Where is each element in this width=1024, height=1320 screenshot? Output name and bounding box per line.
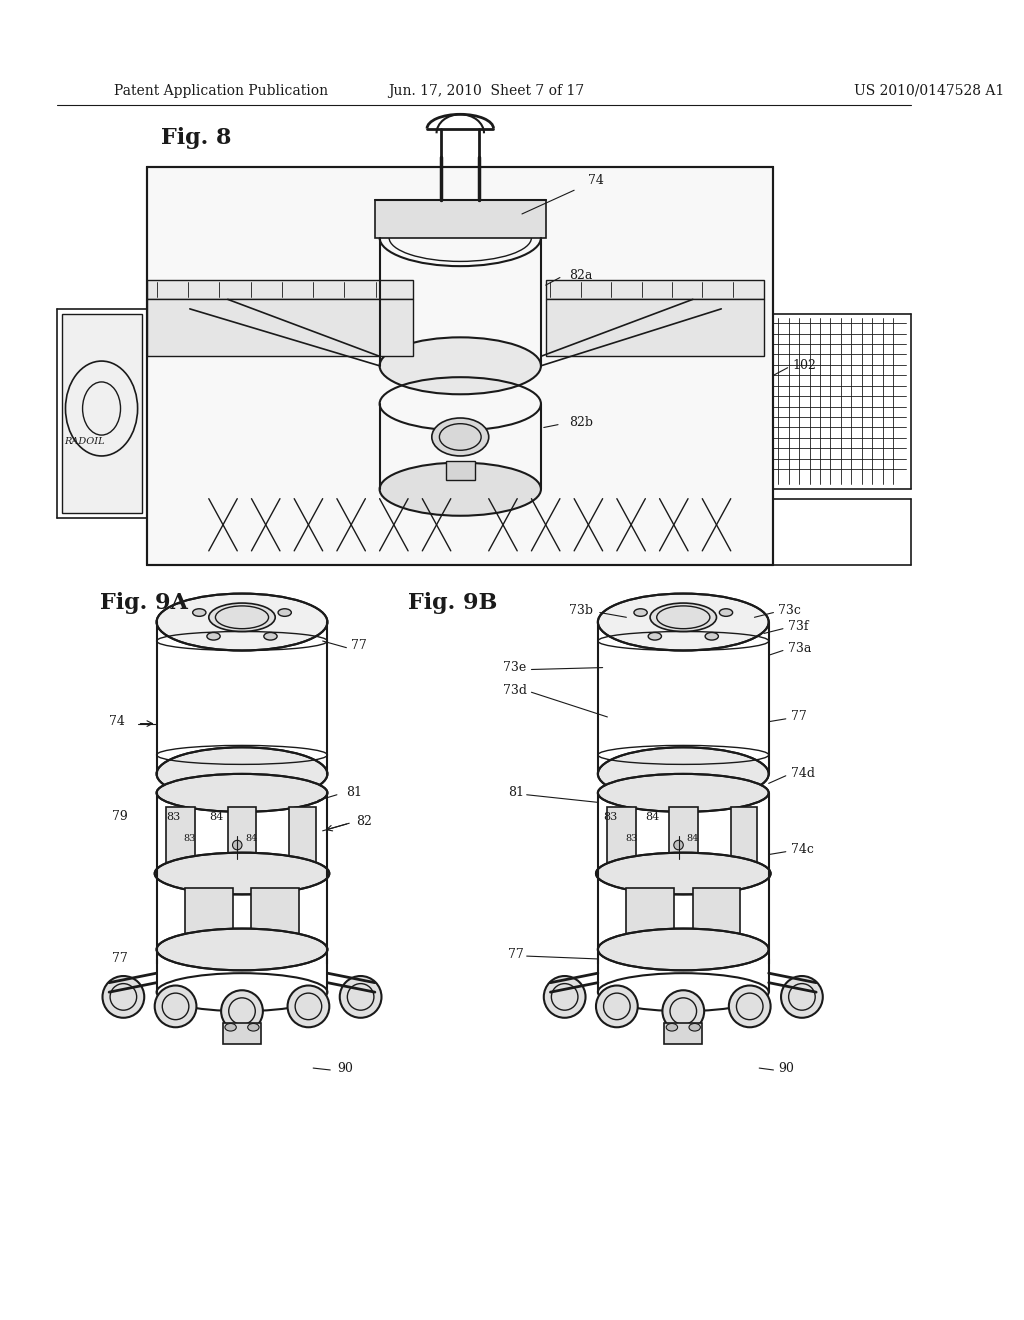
Text: 73a: 73a	[787, 642, 811, 655]
Ellipse shape	[207, 632, 220, 640]
Text: 83: 83	[625, 834, 637, 843]
Text: 74c: 74c	[791, 843, 813, 857]
Bar	[223, 1023, 261, 1044]
Ellipse shape	[598, 747, 769, 800]
Ellipse shape	[155, 853, 330, 895]
Text: 73d: 73d	[503, 684, 527, 697]
Text: 83: 83	[603, 812, 617, 821]
Bar	[627, 888, 674, 935]
Ellipse shape	[209, 603, 275, 631]
Ellipse shape	[650, 603, 717, 631]
Text: 77: 77	[351, 639, 367, 652]
Ellipse shape	[288, 986, 330, 1027]
Text: RADOIL: RADOIL	[65, 437, 105, 446]
Text: 81: 81	[346, 787, 362, 800]
Text: 84: 84	[645, 812, 659, 821]
Text: Fig. 9A: Fig. 9A	[99, 593, 187, 614]
Text: 82b: 82b	[569, 416, 594, 429]
Bar	[61, 314, 142, 513]
Ellipse shape	[264, 632, 278, 640]
Bar	[446, 461, 474, 479]
Bar	[375, 199, 546, 238]
Ellipse shape	[598, 594, 769, 651]
Text: 90: 90	[778, 1061, 794, 1074]
Bar	[546, 280, 764, 300]
Text: 84: 84	[246, 834, 258, 843]
Ellipse shape	[781, 975, 823, 1018]
Text: 82: 82	[356, 814, 372, 828]
Bar	[252, 888, 299, 935]
Ellipse shape	[232, 841, 242, 850]
Text: Jun. 17, 2010  Sheet 7 of 17: Jun. 17, 2010 Sheet 7 of 17	[388, 83, 584, 98]
Bar	[147, 280, 413, 300]
Text: 83: 83	[166, 812, 180, 821]
Text: 74: 74	[589, 174, 604, 187]
Ellipse shape	[729, 986, 771, 1027]
Text: 74: 74	[110, 715, 125, 729]
Ellipse shape	[157, 594, 328, 651]
Ellipse shape	[674, 841, 683, 850]
Text: 77: 77	[112, 953, 128, 965]
Text: 73f: 73f	[787, 620, 808, 634]
Bar	[166, 807, 195, 865]
Text: 84: 84	[209, 812, 223, 821]
Bar	[227, 807, 256, 865]
Ellipse shape	[634, 609, 647, 616]
Bar	[147, 300, 413, 356]
Ellipse shape	[706, 632, 719, 640]
Text: 81: 81	[508, 787, 523, 800]
Text: 102: 102	[793, 359, 816, 372]
Ellipse shape	[663, 990, 705, 1032]
Ellipse shape	[157, 774, 328, 812]
Ellipse shape	[225, 1023, 237, 1031]
Ellipse shape	[596, 986, 638, 1027]
Text: 73e: 73e	[503, 661, 526, 675]
Ellipse shape	[340, 975, 382, 1018]
Ellipse shape	[279, 609, 292, 616]
Ellipse shape	[648, 632, 662, 640]
Ellipse shape	[598, 928, 769, 970]
Bar	[731, 807, 758, 865]
Ellipse shape	[221, 990, 263, 1032]
Ellipse shape	[155, 986, 197, 1027]
Text: Fig. 8: Fig. 8	[162, 127, 231, 149]
Ellipse shape	[432, 418, 488, 455]
Text: 73b: 73b	[569, 605, 594, 618]
Ellipse shape	[596, 853, 771, 895]
Text: US 2010/0147528 A1: US 2010/0147528 A1	[854, 83, 1005, 98]
Text: 74d: 74d	[791, 767, 814, 780]
Text: 84: 84	[687, 834, 699, 843]
Text: 77: 77	[508, 948, 523, 961]
Ellipse shape	[719, 609, 732, 616]
Ellipse shape	[598, 774, 769, 812]
Ellipse shape	[667, 1023, 678, 1031]
Bar	[147, 166, 773, 565]
Ellipse shape	[380, 462, 541, 516]
Bar	[665, 1023, 702, 1044]
Text: Fig. 9B: Fig. 9B	[409, 593, 498, 614]
Text: 77: 77	[791, 710, 806, 723]
Text: 90: 90	[337, 1061, 353, 1074]
Ellipse shape	[544, 975, 586, 1018]
Text: Patent Application Publication: Patent Application Publication	[114, 83, 328, 98]
Bar	[185, 888, 232, 935]
Text: 82a: 82a	[569, 269, 593, 282]
Ellipse shape	[157, 928, 328, 970]
Ellipse shape	[380, 338, 541, 395]
Ellipse shape	[248, 1023, 259, 1031]
Bar	[290, 807, 316, 865]
Text: 83: 83	[183, 834, 196, 843]
Ellipse shape	[157, 747, 328, 800]
Bar	[693, 888, 740, 935]
Bar	[607, 807, 636, 865]
Ellipse shape	[193, 609, 206, 616]
Ellipse shape	[102, 975, 144, 1018]
Bar	[669, 807, 697, 865]
Text: 73c: 73c	[778, 605, 801, 618]
Bar	[546, 300, 764, 356]
Text: 79: 79	[112, 810, 128, 824]
Ellipse shape	[689, 1023, 700, 1031]
